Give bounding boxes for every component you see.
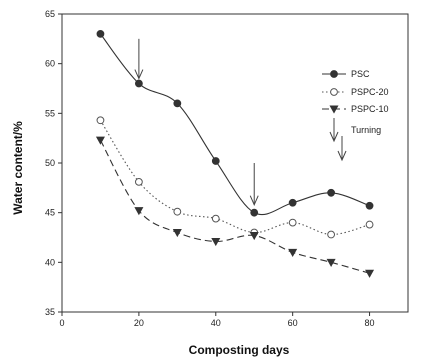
annotation-layer	[134, 38, 259, 206]
series-line-psc	[100, 33, 370, 216]
data-point-pspc-20	[211, 214, 220, 223]
legend-marker-pspc-10	[329, 105, 339, 114]
turning-arrow	[134, 38, 144, 80]
data-point-pspc-10	[211, 237, 221, 247]
data-point-pspc-20	[288, 218, 297, 227]
data-point-pspc-20	[327, 230, 336, 239]
x-tick-label: 20	[134, 318, 144, 328]
legend-item-turning: Turning	[329, 118, 381, 143]
y-tick-label: 65	[45, 9, 55, 19]
data-point-psc	[250, 208, 259, 217]
data-point-psc	[173, 99, 182, 108]
series-pspc-10	[95, 136, 375, 278]
data-point-psc	[96, 29, 105, 38]
turning-arrow-head	[134, 69, 144, 80]
data-point-pspc-20	[173, 207, 182, 216]
turning-arrow-head	[249, 195, 259, 206]
y-tick-label: 35	[45, 307, 55, 317]
y-tick-label: 50	[45, 158, 55, 168]
plot-frame	[61, 13, 409, 313]
data-point-psc	[211, 157, 220, 165]
x-tick-label: 60	[288, 318, 298, 328]
legend-item-psc: PSC	[322, 69, 370, 79]
legend-marker-psc	[330, 70, 338, 78]
series-psc	[96, 29, 374, 217]
data-point-pspc-10	[134, 207, 144, 216]
turning-arrow-head	[337, 150, 347, 162]
data-point-pspc-10	[95, 136, 105, 145]
legend-item-pspc-20: PSPC-20	[322, 87, 389, 97]
turning-arrow-legend-area	[337, 136, 347, 162]
data-point-pspc-10	[288, 248, 298, 258]
turning-arrow	[249, 163, 259, 206]
legend-marker-pspc-20	[330, 88, 338, 96]
series-line-pspc-10	[99, 139, 370, 274]
data-point-pspc-10	[249, 232, 259, 241]
data-point-pspc-20	[365, 220, 374, 229]
data-point-pspc-20	[96, 116, 105, 125]
data-point-pspc-10	[172, 229, 182, 238]
y-tick-label: 40	[45, 257, 55, 267]
x-tick-label: 40	[211, 318, 221, 328]
x-axis-title: Composting days	[189, 343, 290, 357]
y-tick-label: 45	[45, 208, 55, 218]
legend-label-pspc-10: PSPC-10	[351, 104, 389, 114]
y-tick-label: 60	[45, 59, 55, 69]
data-point-psc	[327, 188, 336, 197]
series-line-pspc-20	[99, 119, 370, 236]
legend-label-turning: Turning	[351, 125, 381, 135]
y-axis-ticks: 35 40 45 50 55 60 65	[45, 9, 62, 317]
data-point-psc	[365, 201, 374, 210]
series-layer	[95, 29, 375, 278]
data-point-pspc-20	[134, 177, 143, 186]
x-axis-ticks: 0 20 40 60 80	[59, 312, 375, 328]
data-point-pspc-10	[365, 269, 375, 278]
legend-item-pspc-10: PSPC-10	[322, 104, 389, 114]
turning-arrow-head	[329, 131, 339, 143]
legend-label-psc: PSC	[351, 69, 370, 79]
legend-turning-arrow	[329, 118, 339, 143]
x-tick-label: 80	[365, 318, 375, 328]
y-axis-title: Water content/%	[11, 121, 25, 215]
data-point-psc	[134, 79, 143, 88]
plot-border	[61, 13, 409, 313]
legend-label-pspc-20: PSPC-20	[351, 87, 389, 97]
y-tick-label: 55	[45, 108, 55, 118]
legend: PSC PSPC-20 PSPC-10 Turning	[322, 69, 389, 162]
data-point-pspc-10	[326, 258, 336, 267]
data-point-psc	[288, 198, 297, 207]
x-tick-label: 0	[59, 318, 64, 328]
